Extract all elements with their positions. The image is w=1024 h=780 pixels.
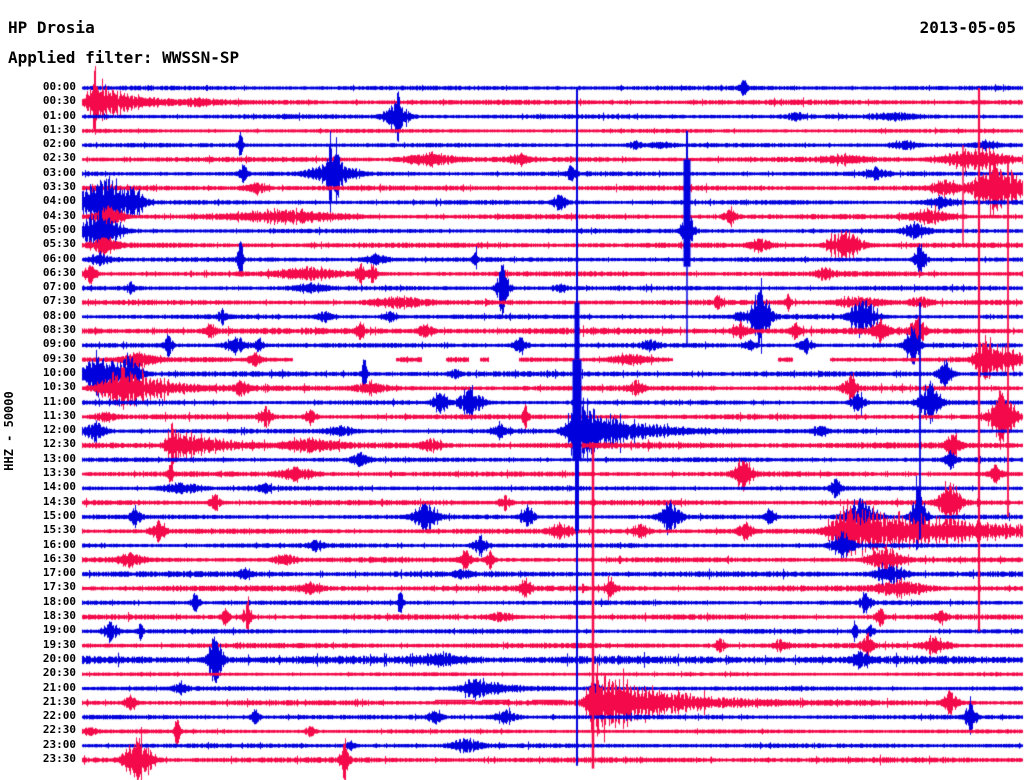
time-label: 17:00 [42,566,76,580]
time-label: 23:00 [42,737,76,751]
time-label: 16:30 [42,551,76,565]
time-label: 06:00 [42,251,76,265]
time-label: 20:30 [42,666,76,680]
time-label: 09:30 [42,351,76,365]
time-label: 01:30 [42,122,76,136]
time-label: 05:30 [42,237,76,251]
time-label: 18:00 [42,594,76,608]
time-label: 00:00 [42,80,76,93]
time-label: 21:30 [42,694,76,708]
time-label: 14:30 [42,494,76,508]
time-label: 08:00 [42,308,76,322]
time-label: 12:00 [42,423,76,437]
time-label: 19:30 [42,637,76,651]
time-label: 11:00 [42,394,76,408]
time-label: 22:00 [42,709,76,723]
time-label: 00:30 [42,94,76,108]
time-label: 08:30 [42,323,76,337]
time-label: 15:30 [42,523,76,537]
time-label: 22:30 [42,723,76,737]
time-label: 11:30 [42,408,76,422]
time-label: 02:30 [42,151,76,165]
time-label: 01:00 [42,108,76,122]
time-label: 13:30 [42,466,76,480]
time-label: 21:00 [42,680,76,694]
time-label: 12:30 [42,437,76,451]
time-label: 04:00 [42,194,76,208]
time-label: 04:30 [42,208,76,222]
time-label: 09:00 [42,337,76,351]
time-label: 10:00 [42,365,76,379]
time-label: 10:30 [42,380,76,394]
time-label: 15:00 [42,508,76,522]
time-label: 18:30 [42,609,76,623]
time-label: 02:00 [42,137,76,151]
time-label: 07:00 [42,280,76,294]
time-label: 14:00 [42,480,76,494]
time-label: 17:30 [42,580,76,594]
time-label: 19:00 [42,623,76,637]
time-label: 03:00 [42,165,76,179]
time-label: 07:30 [42,294,76,308]
time-label: 20:00 [42,651,76,665]
time-label: 06:30 [42,265,76,279]
time-label: 03:30 [42,180,76,194]
time-label: 23:30 [42,752,76,765]
time-label: 16:00 [42,537,76,551]
time-label: 13:00 [42,451,76,465]
time-label: 05:00 [42,222,76,236]
